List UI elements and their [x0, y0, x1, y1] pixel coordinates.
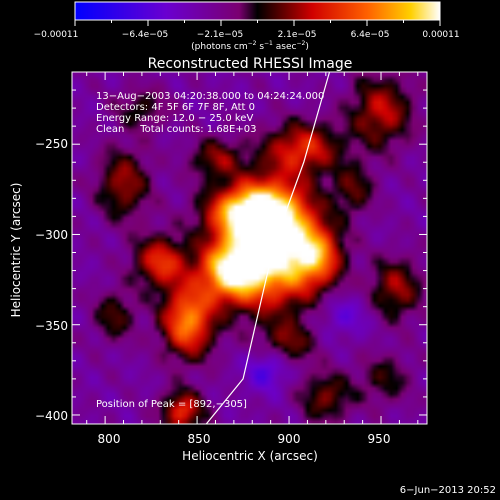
- colorbar-ticks: [74, 20, 441, 26]
- chart-title: Reconstructed RHESSI Image: [148, 56, 353, 72]
- heatmap-image: [72, 72, 427, 424]
- y-tick-label-350: −350: [35, 319, 68, 333]
- x-tick-label-800: 800: [98, 432, 121, 446]
- x-tick-label-900: 900: [278, 432, 301, 446]
- solar-limb-line: [205, 72, 331, 424]
- info-line-time: 13−Aug−2003 04:20:38.000 to 04:24:24.000: [96, 91, 324, 102]
- x-tick-label-850: 850: [188, 432, 211, 446]
- y-tick-label-400: −400: [35, 409, 68, 423]
- y-tick-label-250: −250: [35, 137, 68, 151]
- colorbar-tick-label-3: 2.1e−05: [278, 30, 317, 40]
- plot-frame: [71, 71, 428, 425]
- info-line-counts: Clean Total counts: 1.68E+03: [96, 124, 256, 135]
- axis-ticks: [72, 72, 427, 424]
- x-tick-label-950: 950: [368, 432, 391, 446]
- colorbar-unit-label: (photons cm−2 s−1 asec−2): [191, 40, 309, 52]
- y-tick-label-300: −300: [35, 228, 68, 242]
- colorbar-tick-label-0: −0.00011: [34, 30, 79, 40]
- colorbar-tick-label-4: 6.4e−05: [351, 30, 390, 40]
- info-line-energy: Energy Range: 12.0 − 25.0 keV: [96, 113, 253, 124]
- colorbar: [74, 1, 441, 21]
- peak-position-label: Position of Peak = [892,−305]: [96, 399, 247, 410]
- colorbar-tick-label-1: −6.4e−05: [122, 30, 168, 40]
- colorbar-tick-label-5: 0.00011: [422, 30, 459, 40]
- x-axis-label: Heliocentric X (arcsec): [182, 449, 318, 463]
- y-axis-label: Heliocentric Y (arcsec): [9, 183, 23, 318]
- info-line-detectors: Detectors: 4F 5F 6F 7F 8F, Att 0: [96, 102, 255, 113]
- generation-timestamp: 6−Jun−2013 20:52: [400, 485, 496, 496]
- colorbar-tick-label-2: −2.1e−05: [197, 30, 243, 40]
